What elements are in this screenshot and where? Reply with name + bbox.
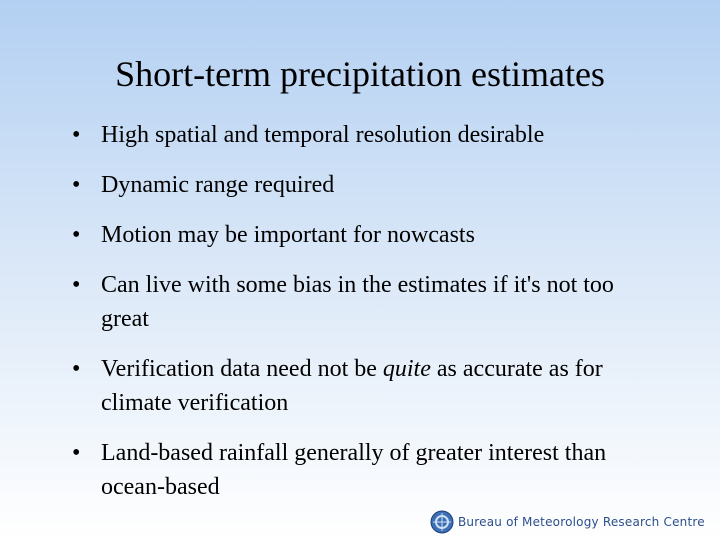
bullet-text: Dynamic range required: [101, 172, 335, 198]
logo-text: Bureau of Meteorology Research Centre: [458, 515, 705, 529]
bullet-text: Motion may be important for nowcasts: [101, 222, 475, 248]
emphasis: quite: [382, 356, 431, 382]
bullet: Dynamic range required: [72, 168, 666, 202]
bullet-list: High spatial and temporal resolution des…: [72, 118, 666, 520]
bullet: Can live with some bias in the estimates…: [72, 268, 666, 336]
bullet: Land-based rainfall generally of greater…: [72, 436, 666, 504]
bullet: High spatial and temporal resolution des…: [72, 118, 666, 152]
logo-icon: [430, 510, 454, 534]
bullet-text: as accurate as for climate verification: [101, 356, 603, 416]
bullet-text: Land-based rainfall generally of greater…: [101, 440, 607, 500]
bullet-text: Verification data need not be: [101, 356, 383, 382]
slide-title: Short-term precipitation estimates: [115, 54, 605, 94]
logo: Bureau of Meteorology Research Centre: [430, 510, 705, 534]
bullet: Motion may be important for nowcasts: [72, 218, 666, 252]
bullet: Verification data need not be quite as a…: [72, 352, 666, 420]
bullet-text: High spatial and temporal resolution des…: [101, 122, 545, 148]
bullet-text: Can live with some bias in the estimates…: [101, 272, 614, 332]
